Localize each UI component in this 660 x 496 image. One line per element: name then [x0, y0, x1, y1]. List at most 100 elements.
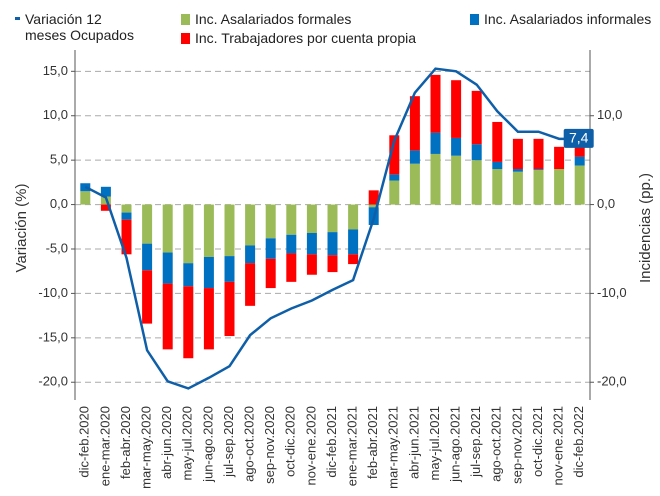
x-tick-label: feb-abr.2020 [118, 406, 133, 479]
bar [306, 232, 317, 255]
x-tick-label: jul-sep.2021 [468, 406, 483, 478]
bar [430, 74, 441, 133]
x-tick-label: feb-abr.2021 [365, 406, 380, 479]
y-tick-label: -5,0 [46, 240, 68, 255]
bar [533, 169, 544, 205]
bar [142, 204, 153, 244]
line [84, 67, 580, 390]
y2-tick-label: 10,0 [597, 107, 622, 122]
bar [409, 163, 420, 205]
bar [512, 169, 523, 172]
x-tick-label: jun-ago.2020 [200, 406, 215, 483]
bar [348, 229, 359, 255]
y2-tick-label: 0,0 [597, 196, 615, 211]
x-tick-label: sep-nov.2020 [262, 406, 277, 484]
y2-axis-label: Incidencias (pp.) [637, 173, 654, 283]
bar [533, 169, 544, 170]
bar [265, 258, 276, 289]
bar [389, 174, 400, 181]
bar [492, 169, 503, 205]
bar [162, 252, 173, 284]
bar [100, 204, 111, 211]
bar [492, 121, 503, 162]
y-tick-label: 5,0 [50, 152, 68, 167]
bar [80, 191, 91, 205]
x-tick-label: dic-feb.2020 [77, 406, 92, 478]
bar [451, 80, 462, 138]
bar [121, 212, 132, 220]
y-axis-label: Variación (%) [13, 184, 30, 273]
x-tick-label: jul-sep.2020 [221, 406, 236, 478]
bar [512, 138, 523, 170]
bar [224, 256, 235, 282]
bar [183, 263, 194, 287]
x-tick-label: dic-feb.2022 [571, 406, 586, 478]
x-tick-label: ene-mar.2021 [345, 406, 360, 486]
bar [286, 204, 297, 235]
bar [183, 286, 194, 359]
bar [306, 254, 317, 275]
legend-label: Inc. Asalariados formales [195, 11, 352, 27]
bar [471, 144, 482, 161]
bar [389, 135, 400, 175]
y-tick-label: -20,0 [38, 374, 68, 389]
legend-swatch [470, 14, 479, 25]
bar [471, 160, 482, 205]
y2-tick-label: -10,0 [597, 285, 627, 300]
x-tick-label: oct-dic.2021 [530, 406, 545, 477]
bar [409, 96, 420, 151]
bar [162, 283, 173, 350]
bar [451, 155, 462, 205]
bar [348, 254, 359, 265]
x-tick-label: jun-ago.2021 [448, 406, 463, 483]
bar [533, 138, 544, 170]
bar [368, 204, 379, 208]
bar [142, 270, 153, 324]
x-tick-label: oct-dic.2020 [283, 406, 298, 477]
bar [574, 146, 585, 157]
y-tick-label: 10,0 [43, 107, 68, 122]
y-tick-label: 0,0 [50, 196, 68, 211]
x-tick-label: ago-oct.2020 [242, 406, 257, 482]
bar [554, 169, 565, 205]
bar [327, 232, 338, 256]
bar [203, 256, 214, 289]
bar [245, 263, 256, 306]
bar [162, 204, 173, 253]
bar [451, 137, 462, 156]
bar [100, 186, 111, 197]
y-tick-label: 15,0 [43, 63, 68, 78]
bar [409, 150, 420, 164]
value-label-box [563, 128, 594, 148]
bar [121, 204, 132, 213]
y-tick-label: -10,0 [38, 285, 68, 300]
value-label: 7,4 [569, 130, 589, 146]
bar [368, 190, 379, 205]
x-tick-label: dic-feb.2021 [324, 406, 339, 478]
bar [512, 171, 523, 205]
x-tick-label: abr-jun.2020 [159, 406, 174, 479]
x-tick-label: may-jul.2021 [427, 406, 442, 480]
bar [430, 153, 441, 205]
legend-label: Variación 12 meses Ocupados [25, 11, 134, 43]
bar [389, 180, 400, 205]
bar [327, 204, 338, 233]
bar [306, 204, 317, 233]
legend-label: Inc. Trabajadores por cuenta propia [195, 30, 417, 46]
bar [142, 243, 153, 271]
x-tick-label: ene-mar.2020 [97, 406, 112, 486]
bar [224, 281, 235, 337]
bar [265, 204, 276, 239]
bar [574, 165, 585, 205]
x-tick-label: ago-oct.2021 [489, 406, 504, 482]
legend-swatch [181, 14, 190, 25]
bar [430, 132, 441, 154]
y2-tick-label: -20,0 [597, 374, 627, 389]
bar [492, 161, 503, 170]
bar [121, 219, 132, 255]
bar [286, 253, 297, 282]
bar [183, 204, 194, 264]
x-tick-label: abr-jun.2021 [406, 406, 421, 479]
